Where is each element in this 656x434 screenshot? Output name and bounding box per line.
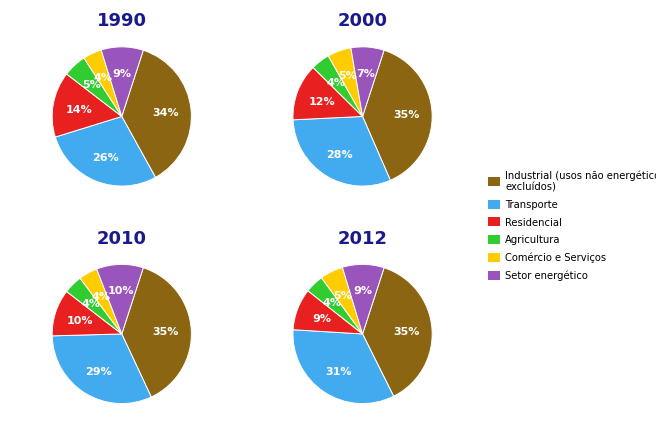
Wedge shape [122, 51, 192, 178]
Title: 1990: 1990 [97, 12, 147, 30]
Title: 2012: 2012 [338, 229, 388, 247]
Wedge shape [52, 75, 122, 138]
Text: 4%: 4% [327, 77, 346, 87]
Wedge shape [363, 51, 432, 181]
Wedge shape [293, 291, 363, 334]
Text: 10%: 10% [108, 286, 134, 296]
Text: 10%: 10% [67, 316, 93, 326]
Wedge shape [122, 268, 192, 397]
Wedge shape [101, 48, 143, 117]
Wedge shape [80, 270, 122, 334]
Text: 5%: 5% [83, 80, 102, 90]
Wedge shape [293, 68, 363, 121]
Wedge shape [293, 330, 394, 404]
Text: 35%: 35% [152, 326, 178, 336]
Text: 4%: 4% [323, 298, 342, 308]
Wedge shape [328, 49, 363, 117]
Wedge shape [96, 265, 143, 334]
Text: 26%: 26% [92, 153, 119, 163]
Text: 35%: 35% [393, 110, 420, 120]
Wedge shape [293, 117, 390, 187]
Text: 4%: 4% [81, 298, 100, 308]
Text: 9%: 9% [354, 286, 373, 296]
Wedge shape [67, 279, 122, 334]
Wedge shape [52, 334, 152, 404]
Text: 31%: 31% [325, 366, 352, 376]
Text: 5%: 5% [334, 290, 352, 300]
Legend: Industrial (usos não energéticos
excluídos), Transporte, Residencial, Agricultur: Industrial (usos não energéticos excluíd… [485, 168, 656, 284]
Title: 2010: 2010 [97, 229, 147, 247]
Wedge shape [342, 265, 384, 334]
Text: 9%: 9% [113, 69, 132, 79]
Text: 14%: 14% [65, 105, 92, 115]
Text: 4%: 4% [94, 72, 113, 82]
Wedge shape [313, 57, 363, 117]
Wedge shape [321, 268, 363, 334]
Text: 28%: 28% [326, 149, 353, 159]
Title: 2000: 2000 [338, 12, 388, 30]
Text: 7%: 7% [356, 69, 375, 79]
Text: 4%: 4% [91, 291, 110, 301]
Text: 35%: 35% [393, 326, 419, 336]
Wedge shape [67, 59, 122, 117]
Wedge shape [363, 268, 432, 396]
Text: 12%: 12% [308, 96, 335, 106]
Text: 5%: 5% [338, 71, 358, 81]
Wedge shape [52, 292, 122, 336]
Wedge shape [84, 51, 122, 117]
Wedge shape [351, 48, 384, 117]
Wedge shape [308, 278, 363, 334]
Text: 9%: 9% [312, 314, 331, 324]
Text: 29%: 29% [85, 366, 112, 376]
Text: 34%: 34% [152, 108, 178, 118]
Wedge shape [55, 117, 155, 187]
